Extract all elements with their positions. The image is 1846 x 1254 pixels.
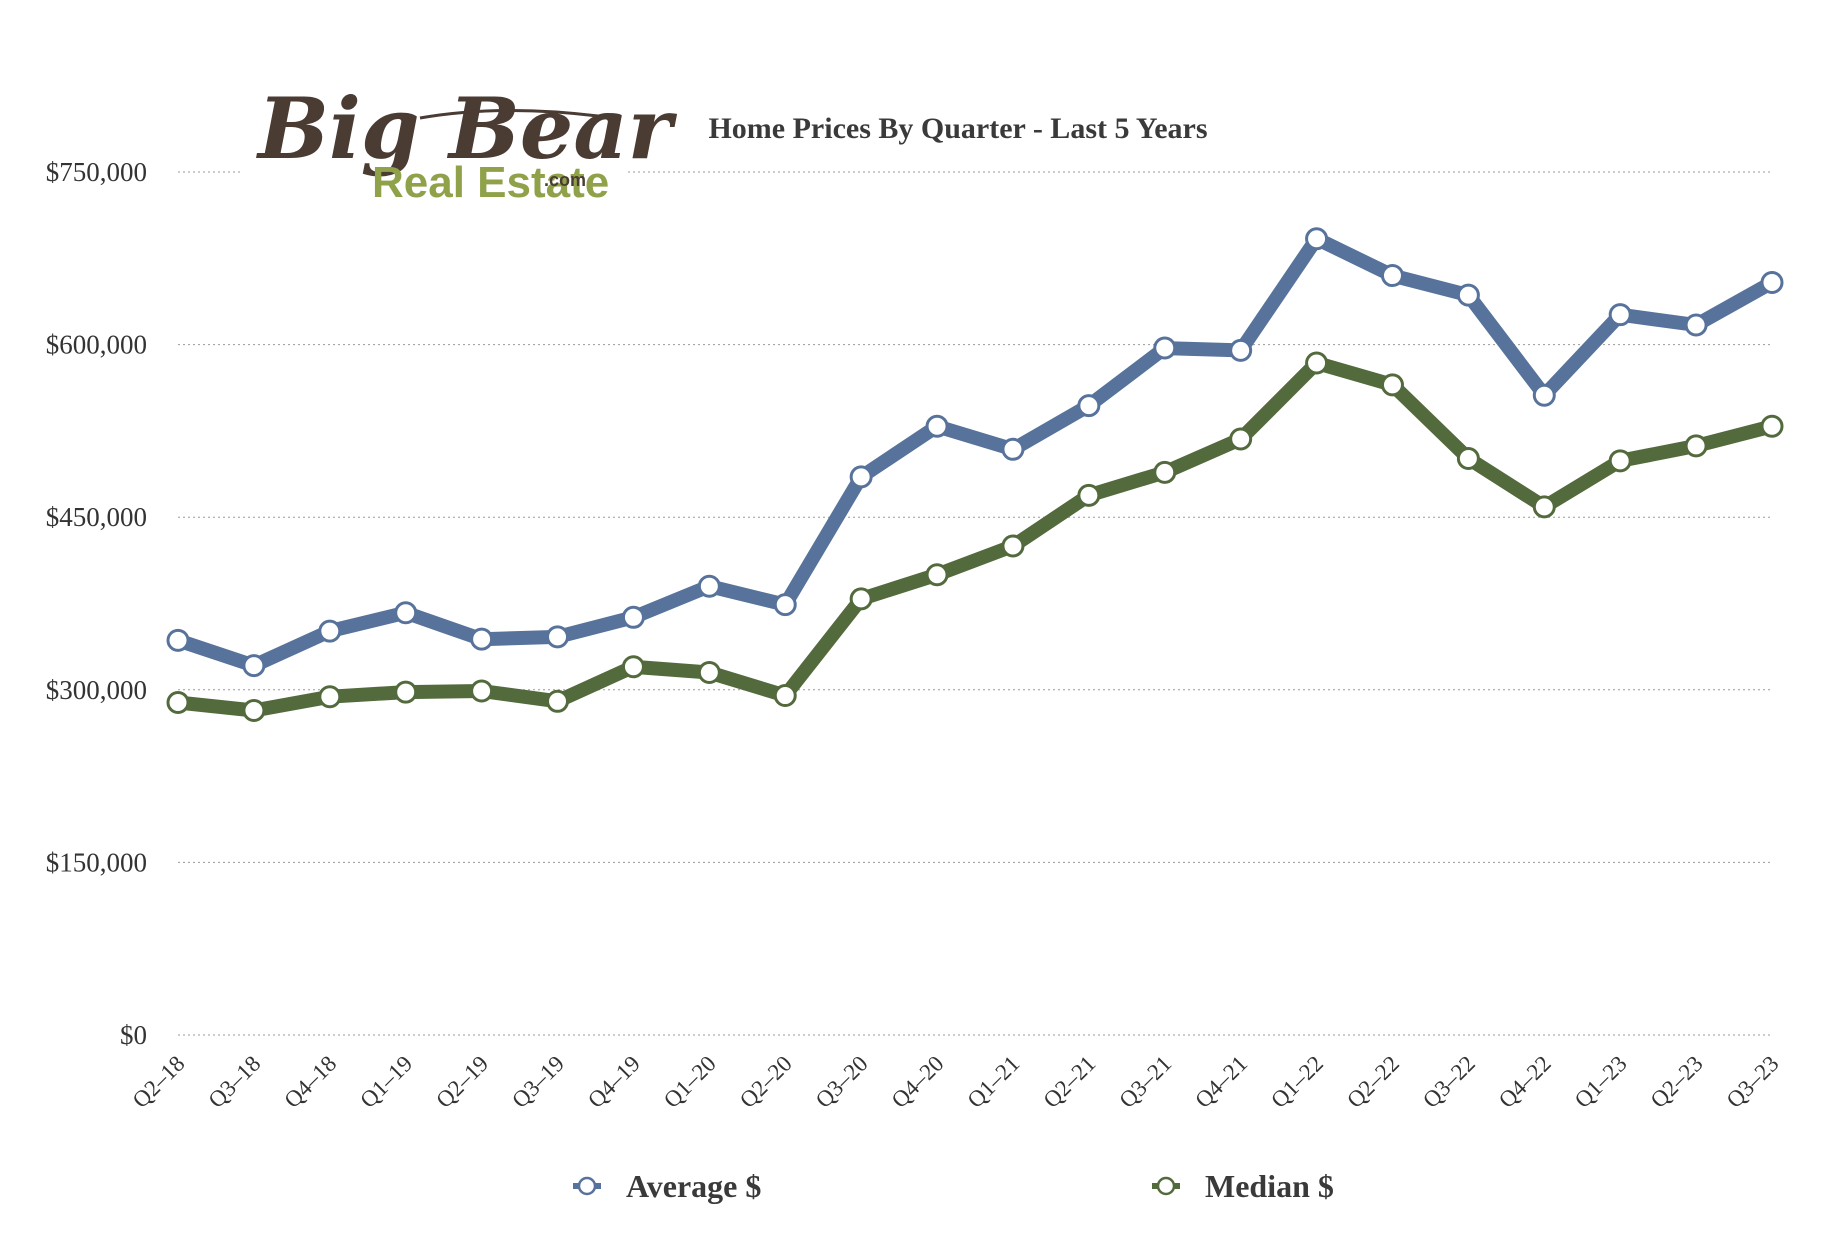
series-line-1 (171, 356, 1779, 718)
data-point-series-0 (621, 605, 645, 629)
x-tick-label: Q3–19 (507, 1051, 569, 1113)
logo-background (240, 88, 625, 218)
data-point-series-0 (1077, 394, 1101, 418)
gridlines (178, 171, 1772, 1036)
x-tick-label: Q2–23 (1646, 1051, 1708, 1113)
logo-subtitle-text: Real Estate (372, 158, 609, 207)
data-point-series-0 (1608, 303, 1632, 327)
x-tick-label: Q3–20 (811, 1051, 873, 1113)
x-tick-label: Q2–20 (735, 1051, 797, 1113)
x-tick-label: Q1–22 (1266, 1051, 1328, 1113)
data-point-series-0 (773, 593, 797, 617)
legend-marker-average (577, 1176, 597, 1196)
data-point-series-1 (849, 587, 873, 611)
data-point-series-1 (1153, 460, 1177, 484)
data-point-series-0 (1001, 437, 1025, 461)
data-point-series-0 (1229, 338, 1253, 362)
data-point-series-1 (1380, 373, 1404, 397)
y-tick-label: $0 (120, 1020, 147, 1050)
data-point-series-1 (1456, 447, 1480, 471)
y-axis-tick-labels: $0 $150,000 $300,000 $450,000 $600,000 $750,0… (46, 157, 147, 1050)
legend-item-average: Average $ (573, 1168, 761, 1204)
data-point-series-1 (1532, 495, 1556, 519)
x-tick-label: Q3–18 (203, 1051, 265, 1113)
data-point-series-0 (697, 574, 721, 598)
x-tick-label: Q2–22 (1342, 1051, 1404, 1113)
y-tick-label: $150,000 (46, 847, 147, 877)
data-point-series-1 (166, 690, 190, 714)
data-point-series-0 (925, 414, 949, 438)
data-point-series-0 (1760, 270, 1784, 294)
x-tick-label: Q4–19 (583, 1051, 645, 1113)
x-axis-tick-labels: Q2–18 Q3–18 Q4–18 Q1–19 Q2–19 Q3–19 Q4–19 Q1–20… (128, 1051, 1784, 1113)
x-tick-label: Q4–18 (279, 1051, 341, 1113)
data-point-series-0 (1532, 383, 1556, 407)
data-point-series-1 (318, 685, 342, 709)
logo-swash (419, 108, 599, 120)
series-line-0 (171, 231, 1779, 673)
data-point-series-0 (166, 628, 190, 652)
x-tick-label: Q4–21 (1190, 1051, 1252, 1113)
data-point-series-0 (1456, 283, 1480, 307)
data-point-series-0 (242, 654, 266, 678)
logo-script-text: Big Bear (256, 79, 678, 178)
y-tick-label: $300,000 (46, 675, 147, 705)
data-point-series-1 (1077, 483, 1101, 507)
x-tick-label: Q1–20 (659, 1051, 721, 1113)
legend: Average $ Median $ (573, 1168, 1334, 1204)
logo-domain-suffix: .com (544, 170, 586, 190)
data-point-series-0 (1305, 227, 1329, 251)
data-point-series-1 (546, 689, 570, 713)
legend-item-median: Median $ (1152, 1168, 1334, 1204)
legend-label-average: Average $ (626, 1168, 761, 1204)
x-tick-label: Q2–19 (431, 1051, 493, 1113)
data-point-series-1 (925, 563, 949, 587)
x-tick-label: Q2–21 (1038, 1051, 1100, 1113)
x-tick-label: Q3–22 (1418, 1051, 1480, 1113)
data-point-series-0 (470, 627, 494, 651)
x-tick-label: Q4–20 (887, 1051, 949, 1113)
data-point-series-1 (242, 699, 266, 723)
y-tick-label: $600,000 (46, 330, 147, 360)
x-tick-label: Q1–21 (963, 1051, 1025, 1113)
legend-marker-median (1156, 1176, 1176, 1196)
x-tick-label: Q3–21 (1114, 1051, 1176, 1113)
data-point-series-0 (1684, 313, 1708, 337)
y-tick-label: $450,000 (46, 502, 147, 532)
data-point-series-1 (1608, 449, 1632, 473)
data-point-series-0 (1380, 264, 1404, 288)
x-tick-label: Q1–23 (1570, 1051, 1632, 1113)
data-point-series-1 (1760, 414, 1784, 438)
data-point-series-0 (318, 619, 342, 643)
data-point-series-1 (773, 684, 797, 708)
data-point-series-1 (621, 655, 645, 679)
data-point-series-0 (546, 625, 570, 649)
data-point-series-1 (1305, 351, 1329, 375)
data-point-series-1 (394, 680, 418, 704)
data-point-series-0 (1153, 336, 1177, 360)
x-tick-label: Q3–23 (1722, 1051, 1784, 1113)
x-tick-label: Q1–19 (355, 1051, 417, 1113)
y-tick-label: $750,000 (46, 157, 147, 187)
data-point-series-1 (1001, 534, 1025, 558)
series-markers (166, 227, 1784, 723)
legend-label-median: Median $ (1205, 1168, 1334, 1204)
chart-title: Home Prices By Quarter - Last 5 Years (708, 112, 1207, 145)
data-point-series-1 (1229, 427, 1253, 451)
brand-logo: Big Bear Real Estate .com (240, 79, 678, 218)
data-point-series-0 (849, 465, 873, 489)
data-point-series-1 (1684, 434, 1708, 458)
x-tick-label: Q4–22 (1494, 1051, 1556, 1113)
data-point-series-1 (470, 679, 494, 703)
x-tick-label: Q2–18 (128, 1051, 190, 1113)
data-point-series-0 (394, 601, 418, 625)
data-point-series-1 (697, 661, 721, 685)
series-lines (171, 231, 1779, 718)
